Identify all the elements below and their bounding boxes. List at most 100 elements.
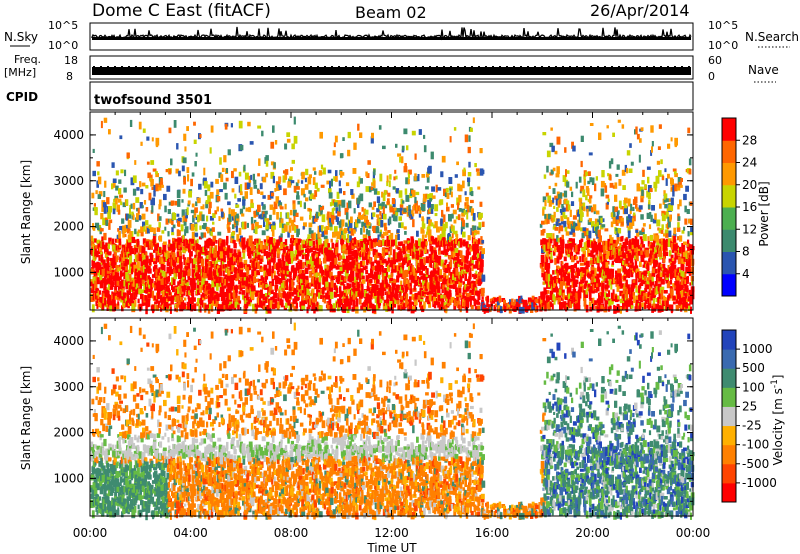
power-cell	[258, 225, 263, 229]
power-cell	[227, 149, 231, 156]
power-cell	[299, 288, 303, 294]
power-cell	[392, 186, 396, 190]
power-cell	[544, 290, 548, 295]
power-cell	[291, 291, 294, 297]
power-cell	[433, 295, 437, 302]
power-cell	[479, 278, 483, 283]
power-cell	[125, 213, 128, 221]
power-cell	[549, 200, 553, 204]
nave-dot	[366, 66, 368, 67]
power-cell	[341, 305, 345, 313]
power-cell	[177, 221, 181, 227]
power-cell	[468, 272, 472, 280]
power-cell	[390, 294, 394, 301]
power-cell	[284, 203, 287, 210]
power-cell	[150, 289, 153, 296]
power-cell	[210, 305, 214, 312]
power-cell	[475, 256, 479, 261]
nave-dot	[562, 66, 564, 67]
power-cell	[185, 209, 188, 213]
power-cell	[388, 264, 391, 271]
power-cell	[384, 268, 388, 274]
power-cell	[232, 224, 235, 230]
nave-dot	[135, 66, 137, 67]
power-cell	[464, 283, 467, 290]
power-cell	[373, 180, 376, 188]
nave-dot	[177, 66, 179, 67]
power-cell	[239, 257, 243, 263]
power-cell	[181, 199, 184, 203]
power-cell	[340, 281, 345, 286]
power-cell	[235, 225, 238, 233]
power-cell	[319, 225, 322, 233]
power-cell	[566, 287, 571, 293]
power-cell	[268, 222, 272, 226]
power-cell	[131, 300, 135, 305]
power-cell	[107, 290, 110, 295]
power-cell	[374, 296, 377, 303]
power-cell	[242, 274, 246, 279]
nave-dot	[478, 66, 480, 67]
power-cell	[393, 255, 397, 259]
power-cell	[157, 271, 160, 278]
power-cell	[228, 282, 232, 290]
power-cell	[204, 240, 208, 246]
power-cell	[383, 272, 387, 277]
power-cell	[335, 170, 338, 178]
power-cell	[430, 151, 434, 160]
power-cell	[456, 161, 459, 166]
power-cell	[234, 287, 237, 293]
power-cell	[270, 161, 275, 166]
power-cell	[345, 212, 349, 220]
power-cell	[546, 150, 551, 158]
power-cell	[176, 257, 181, 264]
power-cell	[112, 244, 115, 250]
power-cell	[293, 116, 296, 125]
power-cell	[328, 282, 333, 287]
nave-label: Nave	[748, 63, 779, 77]
power-cell	[366, 260, 369, 266]
power-cell	[274, 247, 277, 255]
power-cell	[302, 261, 305, 268]
power-cell	[190, 292, 194, 296]
power-cell	[272, 175, 275, 184]
power-cell	[98, 262, 102, 267]
power-cell	[151, 290, 155, 299]
power-cell	[233, 306, 237, 310]
power-cell	[449, 259, 453, 268]
power-cell	[498, 295, 502, 303]
power-cell	[353, 252, 358, 258]
power-cell	[407, 282, 412, 289]
power-cell	[375, 284, 379, 291]
power-cell	[306, 276, 309, 281]
power-cell	[129, 273, 132, 279]
power-cell	[429, 276, 433, 281]
power-cell	[167, 276, 170, 282]
power-cell	[103, 117, 108, 123]
power-cell	[530, 298, 535, 304]
power-cell	[395, 143, 398, 148]
power-cell	[140, 232, 144, 237]
power-cell	[234, 193, 237, 199]
power-cell	[314, 268, 318, 274]
power-cell	[270, 192, 275, 197]
power-cell	[116, 234, 119, 239]
power-cell	[392, 210, 397, 216]
power-cell	[421, 230, 425, 234]
power-cell	[562, 206, 565, 213]
power-cell	[552, 270, 555, 275]
power-cell	[514, 299, 517, 304]
power-cell	[336, 217, 340, 225]
power-cell	[546, 295, 550, 303]
power-cell	[92, 259, 96, 265]
power-cell	[269, 204, 274, 210]
power-cell	[465, 300, 469, 308]
power-cell	[476, 301, 480, 305]
power-cell	[561, 239, 565, 244]
freq-label: Freq.	[14, 53, 41, 66]
power-cell	[392, 297, 396, 301]
power-cell	[556, 244, 561, 253]
power-cell	[383, 223, 386, 227]
power-cell	[248, 235, 253, 241]
